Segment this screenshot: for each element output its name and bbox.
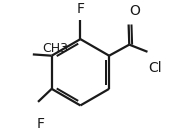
Text: CH3: CH3 <box>43 42 69 55</box>
Text: F: F <box>76 2 84 16</box>
Text: F: F <box>37 117 45 131</box>
Text: Cl: Cl <box>149 61 162 75</box>
Text: O: O <box>130 4 141 18</box>
